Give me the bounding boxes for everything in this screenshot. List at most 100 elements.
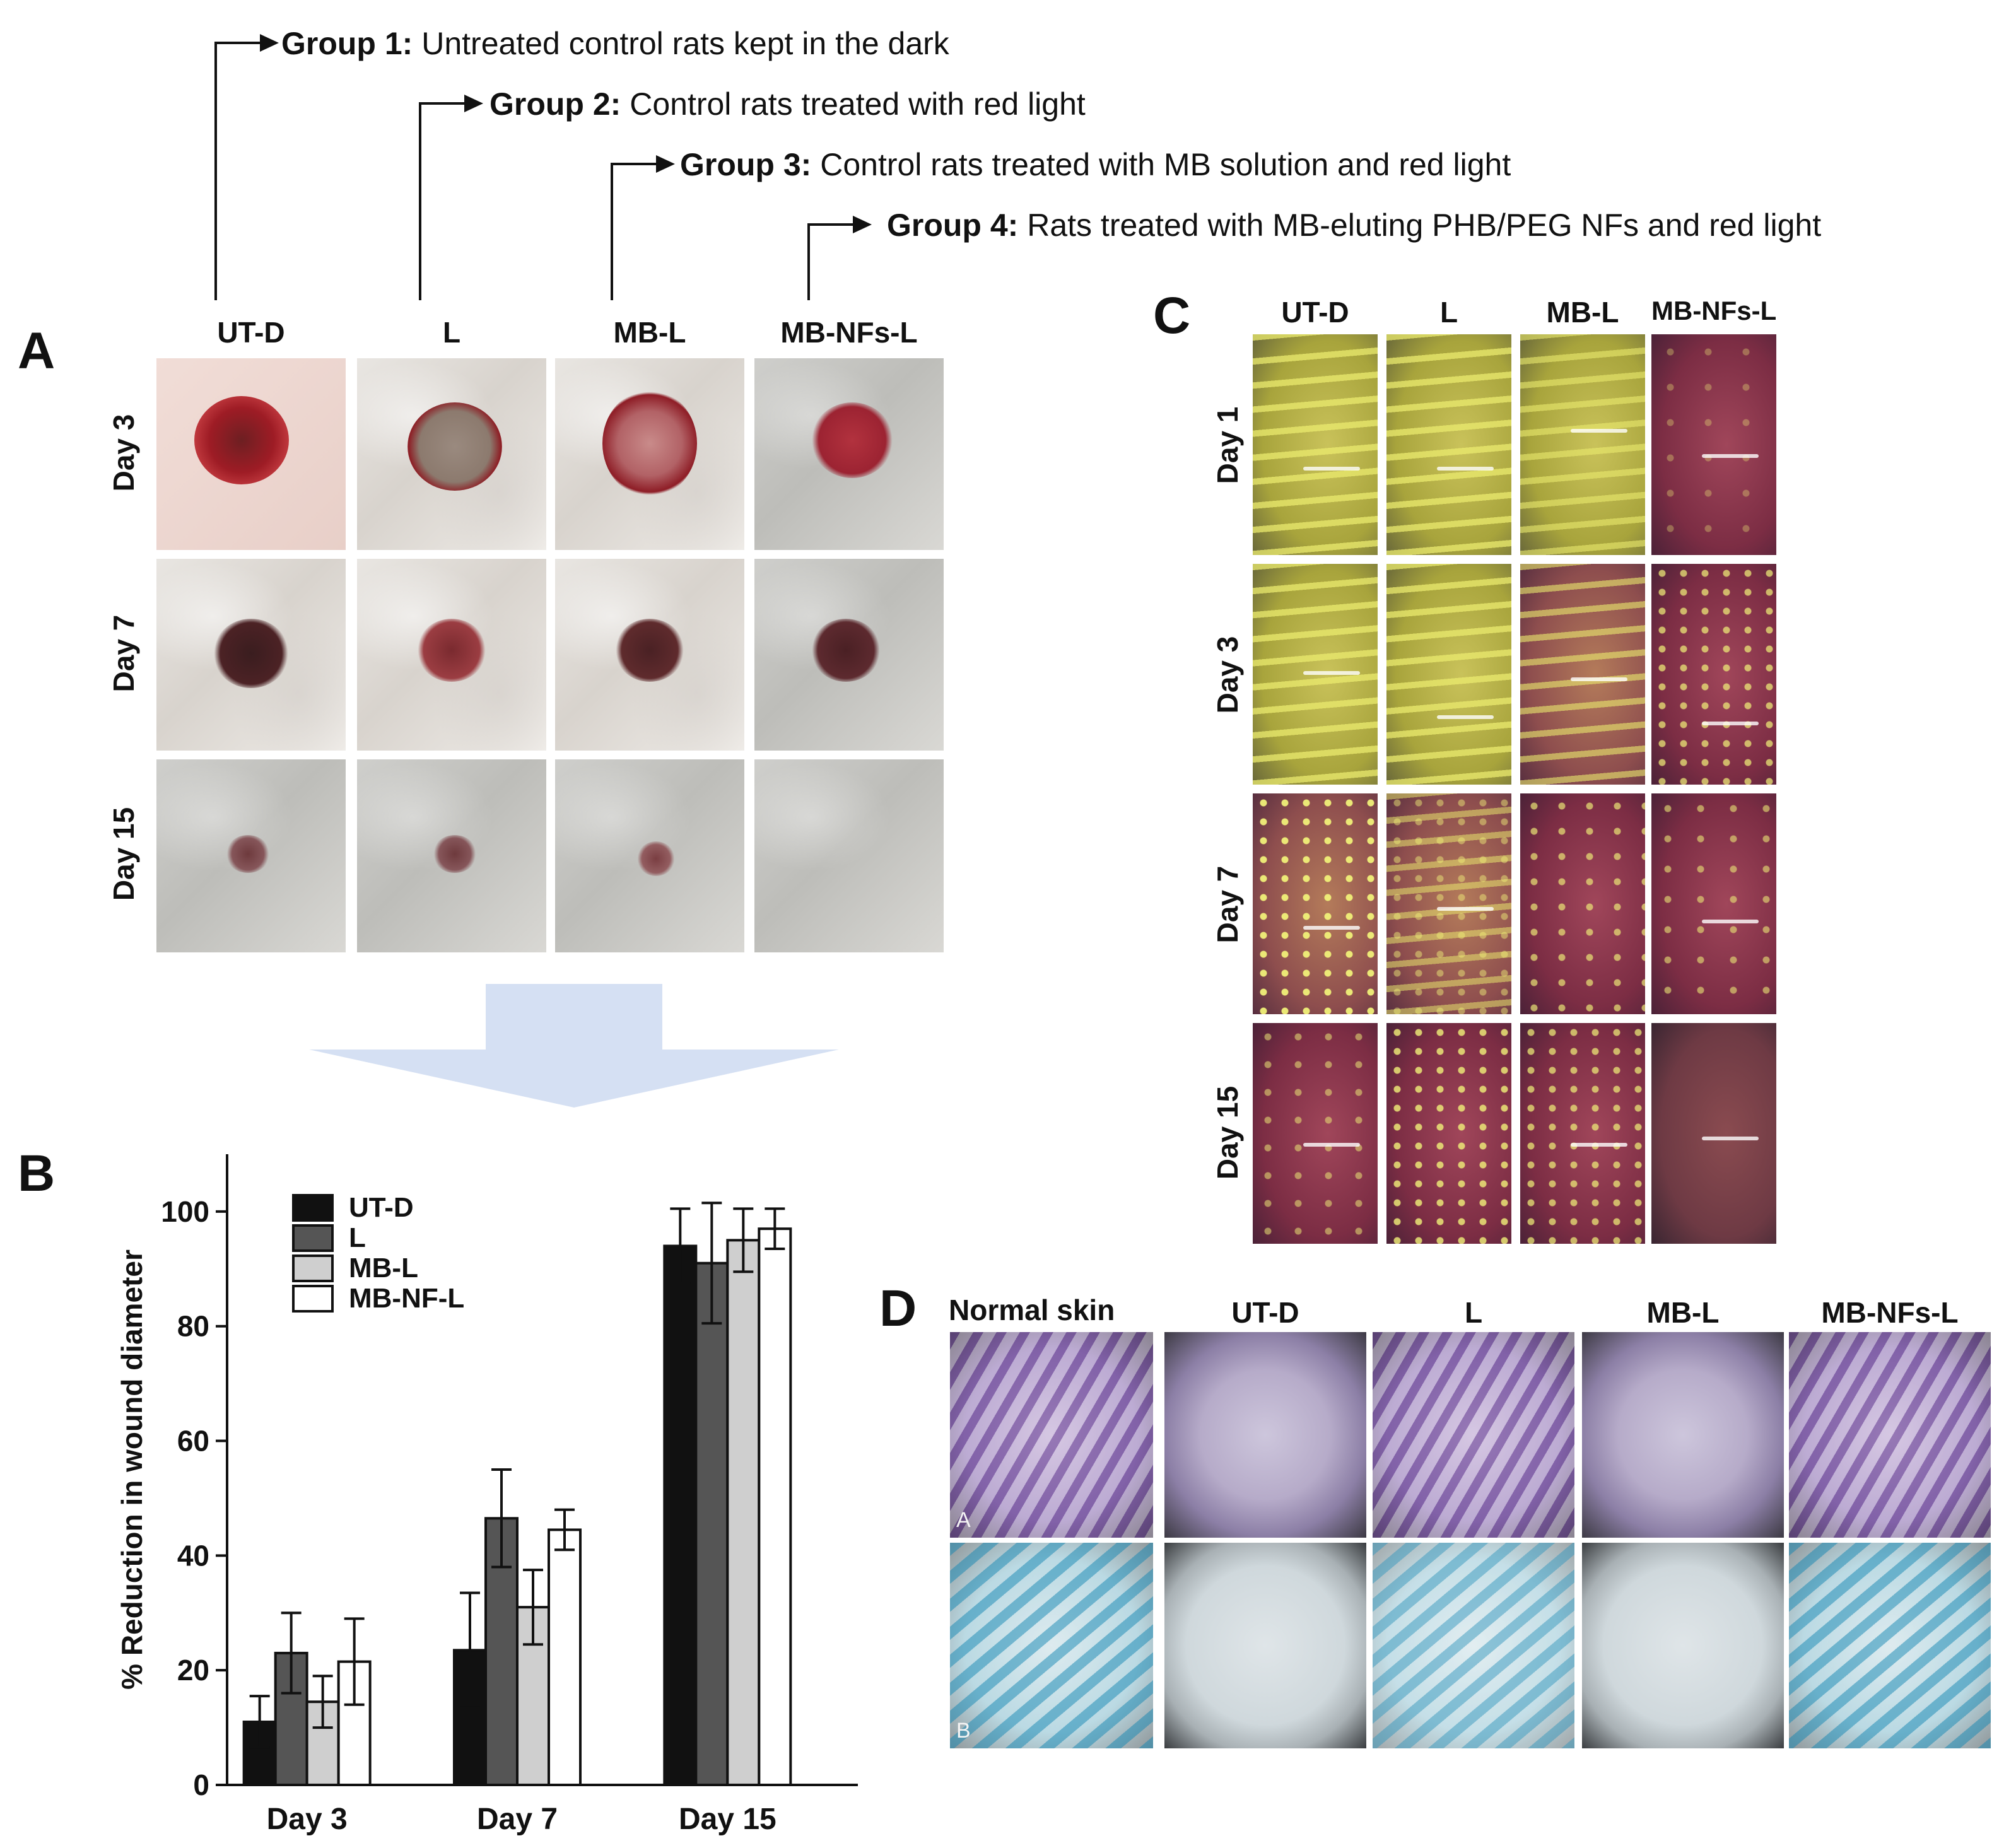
culture-plate [1651,1023,1776,1244]
bar [758,1227,792,1786]
group-4-caption: Group 4: Rats treated with MB-eluting PH… [887,209,1821,241]
culture-plate [1253,334,1378,555]
panel-d-col-mbnfsl: MB-NFs-L [1821,1296,1959,1329]
culture-plate [1253,1023,1378,1244]
histology-he-image [1582,1332,1784,1538]
wound-photo [357,759,546,952]
histology-mt-image [1582,1543,1784,1748]
group-4-desc: Rats treated with MB-eluting PHB/PEG NFs… [1027,208,1822,243]
histology-he-image: A [950,1332,1153,1538]
bar [726,1239,761,1786]
histology-mt-image [1164,1543,1366,1748]
legend-swatch [292,1254,334,1282]
legend-label: UT-D [349,1192,414,1223]
culture-plate [1520,334,1645,555]
panel-c-col-utd: UT-D [1281,296,1349,329]
group-2-label: Group 2: [489,86,621,122]
group-3-arrow [656,155,675,173]
panel-a-col-mbl: MB-L [613,316,686,349]
y-tick-label: 40 [177,1539,209,1572]
legend-label: L [349,1222,366,1253]
bar [663,1244,698,1787]
wound-photo [754,559,944,751]
group-2-arrow [464,95,483,112]
panel-d-col-normal: Normal skin [949,1294,1115,1326]
bar [694,1261,729,1786]
group-3-connector [611,163,657,300]
culture-plate [1520,1023,1645,1244]
group-2-desc: Control rats treated with red light [630,86,1086,122]
wound-photo [156,358,346,550]
panel-c-letter: C [1153,287,1191,344]
wound-photo [156,559,346,751]
panel-c-col-mbnfsl: MB-NFs-L [1651,296,1777,325]
panel-c-row-day15: Day 15 [1211,1085,1244,1180]
panel-c-col-l: L [1439,296,1458,329]
histology-mt-image: B [950,1543,1153,1748]
culture-plate [1253,564,1378,785]
bar [516,1606,550,1786]
x-tick-label: Day 3 [267,1803,348,1836]
panel-a-col-mbnfsl: MB-NFs-L [780,316,918,349]
panel-d-col-utd: UT-D [1231,1296,1299,1329]
row-mark-a: A [956,1508,971,1532]
wound-photo [357,559,546,751]
group-4-connector [807,223,854,300]
panel-c-row-day3: Day 3 [1211,636,1244,714]
row-mark-b: B [956,1719,971,1743]
culture-plate [1386,793,1511,1014]
wound-reduction-chart: 0 20 40 60 80 100 % Reduction in wound diamete… [115,1154,858,1836]
legend-label: MB-NF-L [349,1283,464,1314]
x-tick-label: Day 7 [477,1803,558,1836]
histology-he-image [1789,1332,1991,1538]
wound-photo [555,759,744,952]
culture-plate [1651,334,1776,555]
culture-plate [1651,564,1776,785]
panel-a-letter: A [18,322,56,380]
panel-a-row-day3: Day 3 [107,414,140,492]
panel-a-col-utd: UT-D [217,316,285,349]
panel-a-row-day7: Day 7 [107,614,140,693]
panel-a-col-l: L [442,316,461,349]
panel-c-row-day7: Day 7 [1211,865,1244,944]
y-axis-label: % Reduction in wound diameter [115,1249,148,1690]
group-1-connector [214,42,261,300]
culture-plate [1253,793,1378,1014]
y-tick-label: 80 [177,1310,209,1343]
group-2-connector [419,102,466,300]
culture-plate [1520,793,1645,1014]
legend-label: MB-L [349,1253,418,1284]
panel-d-letter: D [879,1280,917,1337]
y-tick-label: 0 [193,1769,209,1801]
y-tick-label: 60 [177,1425,209,1458]
culture-plate [1386,334,1511,555]
wound-photo [754,759,944,952]
histology-mt-image [1373,1543,1574,1748]
histology-mt-image [1789,1543,1991,1748]
wound-photo [555,358,744,550]
panel-b-letter: B [18,1145,56,1202]
panel-a-row-day15: Day 15 [107,807,140,901]
legend-swatch [292,1194,334,1222]
histology-he-image [1164,1332,1366,1538]
panel-c-col-mbl: MB-L [1546,296,1619,329]
group-4-label: Group 4: [887,208,1019,243]
group-3-desc: Control rats treated with MB solution an… [820,147,1511,182]
wound-photo [357,358,546,550]
x-tick-label: Day 15 [679,1803,777,1836]
panel-d-col-l: L [1464,1296,1483,1329]
culture-plate [1386,564,1511,785]
group-1-label: Group 1: [281,26,413,61]
group-1-desc: Untreated control rats kept in the dark [421,26,949,61]
wound-photo [754,358,944,550]
culture-plate [1520,564,1645,785]
group-3-caption: Group 3: Control rats treated with MB so… [680,149,1511,180]
group-2-caption: Group 2: Control rats treated with red l… [489,88,1086,120]
panel-d-col-mbl: MB-L [1646,1296,1720,1329]
group-1-caption: Group 1: Untreated control rats kept in … [281,28,949,59]
culture-plate [1386,1023,1511,1244]
legend-swatch [292,1285,334,1313]
wound-photo [156,759,346,952]
y-tick-label: 20 [177,1654,209,1687]
panel-c-row-day1: Day 1 [1211,406,1244,484]
